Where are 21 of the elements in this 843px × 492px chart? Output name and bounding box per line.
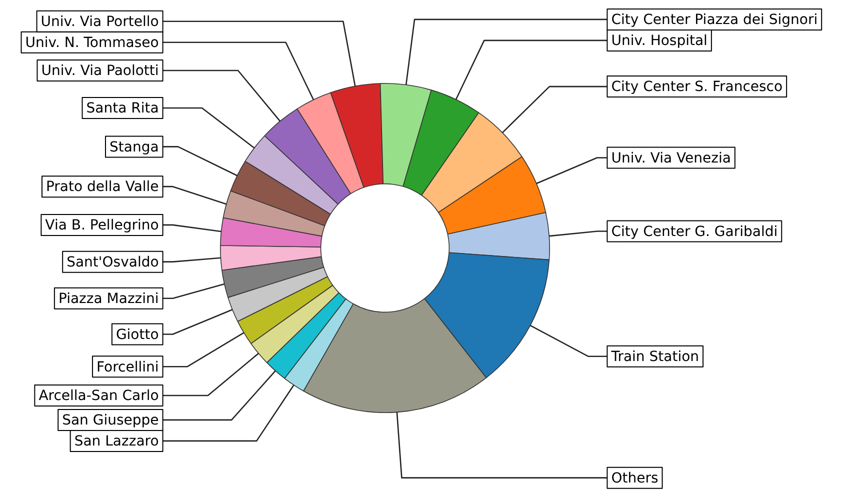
slice-label: Others — [611, 470, 658, 486]
slice-label: Via B. Pellegrino — [45, 218, 159, 234]
slice-label: City Center S. Francesco — [611, 79, 783, 96]
slice-label: Univ. Via Portello — [40, 14, 159, 30]
slice-label: Forcellini — [96, 359, 159, 376]
slice-label: Univ. Hospital — [611, 33, 708, 50]
slice-label: Giotto — [116, 326, 159, 343]
slice-label: Santa Rita — [86, 100, 159, 117]
slice-label: City Center G. Garibaldi — [611, 224, 778, 240]
slice-label: San Lazzaro — [74, 434, 159, 450]
slice-label: City Center Piazza dei Signori — [611, 12, 818, 28]
slice-label: Piazza Mazzini — [58, 290, 159, 307]
slice-label: Univ. Via Paolotti — [41, 63, 159, 80]
slice-label: Univ. N. Tommaseo — [25, 35, 159, 52]
slice-label: San Giuseppe — [62, 412, 159, 429]
slice-label: Univ. Via Venezia — [611, 150, 731, 166]
slice-label: Prato della Valle — [46, 179, 159, 196]
slice-label: Arcella-San Carlo — [38, 388, 159, 404]
slice-label: Sant'Osvaldo — [66, 254, 159, 270]
slice-label: Stanga — [109, 139, 159, 156]
slice-label: Train Station — [610, 349, 700, 366]
